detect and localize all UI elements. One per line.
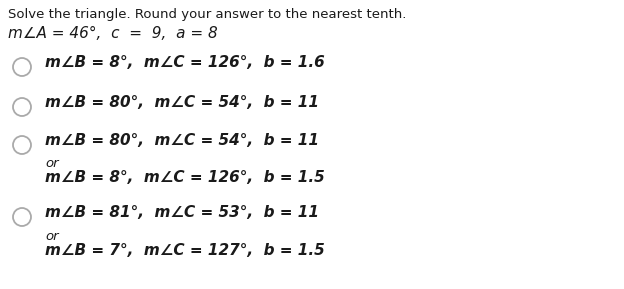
Text: m∠A = 46°,  c  =  9,  a = 8: m∠A = 46°, c = 9, a = 8 — [8, 26, 218, 41]
Text: m∠B = 80°,  m∠C = 54°,  b = 11: m∠B = 80°, m∠C = 54°, b = 11 — [45, 95, 319, 110]
Text: m∠B = 8°,  m∠C = 126°,  b = 1.6: m∠B = 8°, m∠C = 126°, b = 1.6 — [45, 55, 324, 70]
Text: m∠B = 8°,  m∠C = 126°,  b = 1.5: m∠B = 8°, m∠C = 126°, b = 1.5 — [45, 170, 324, 185]
Text: m∠B = 80°,  m∠C = 54°,  b = 11: m∠B = 80°, m∠C = 54°, b = 11 — [45, 133, 319, 148]
Text: or: or — [45, 230, 59, 243]
Text: m∠B = 81°,  m∠C = 53°,  b = 11: m∠B = 81°, m∠C = 53°, b = 11 — [45, 205, 319, 220]
Text: or: or — [45, 157, 59, 170]
Text: Solve the triangle. Round your answer to the nearest tenth.: Solve the triangle. Round your answer to… — [8, 8, 406, 21]
Text: m∠B = 7°,  m∠C = 127°,  b = 1.5: m∠B = 7°, m∠C = 127°, b = 1.5 — [45, 243, 324, 258]
